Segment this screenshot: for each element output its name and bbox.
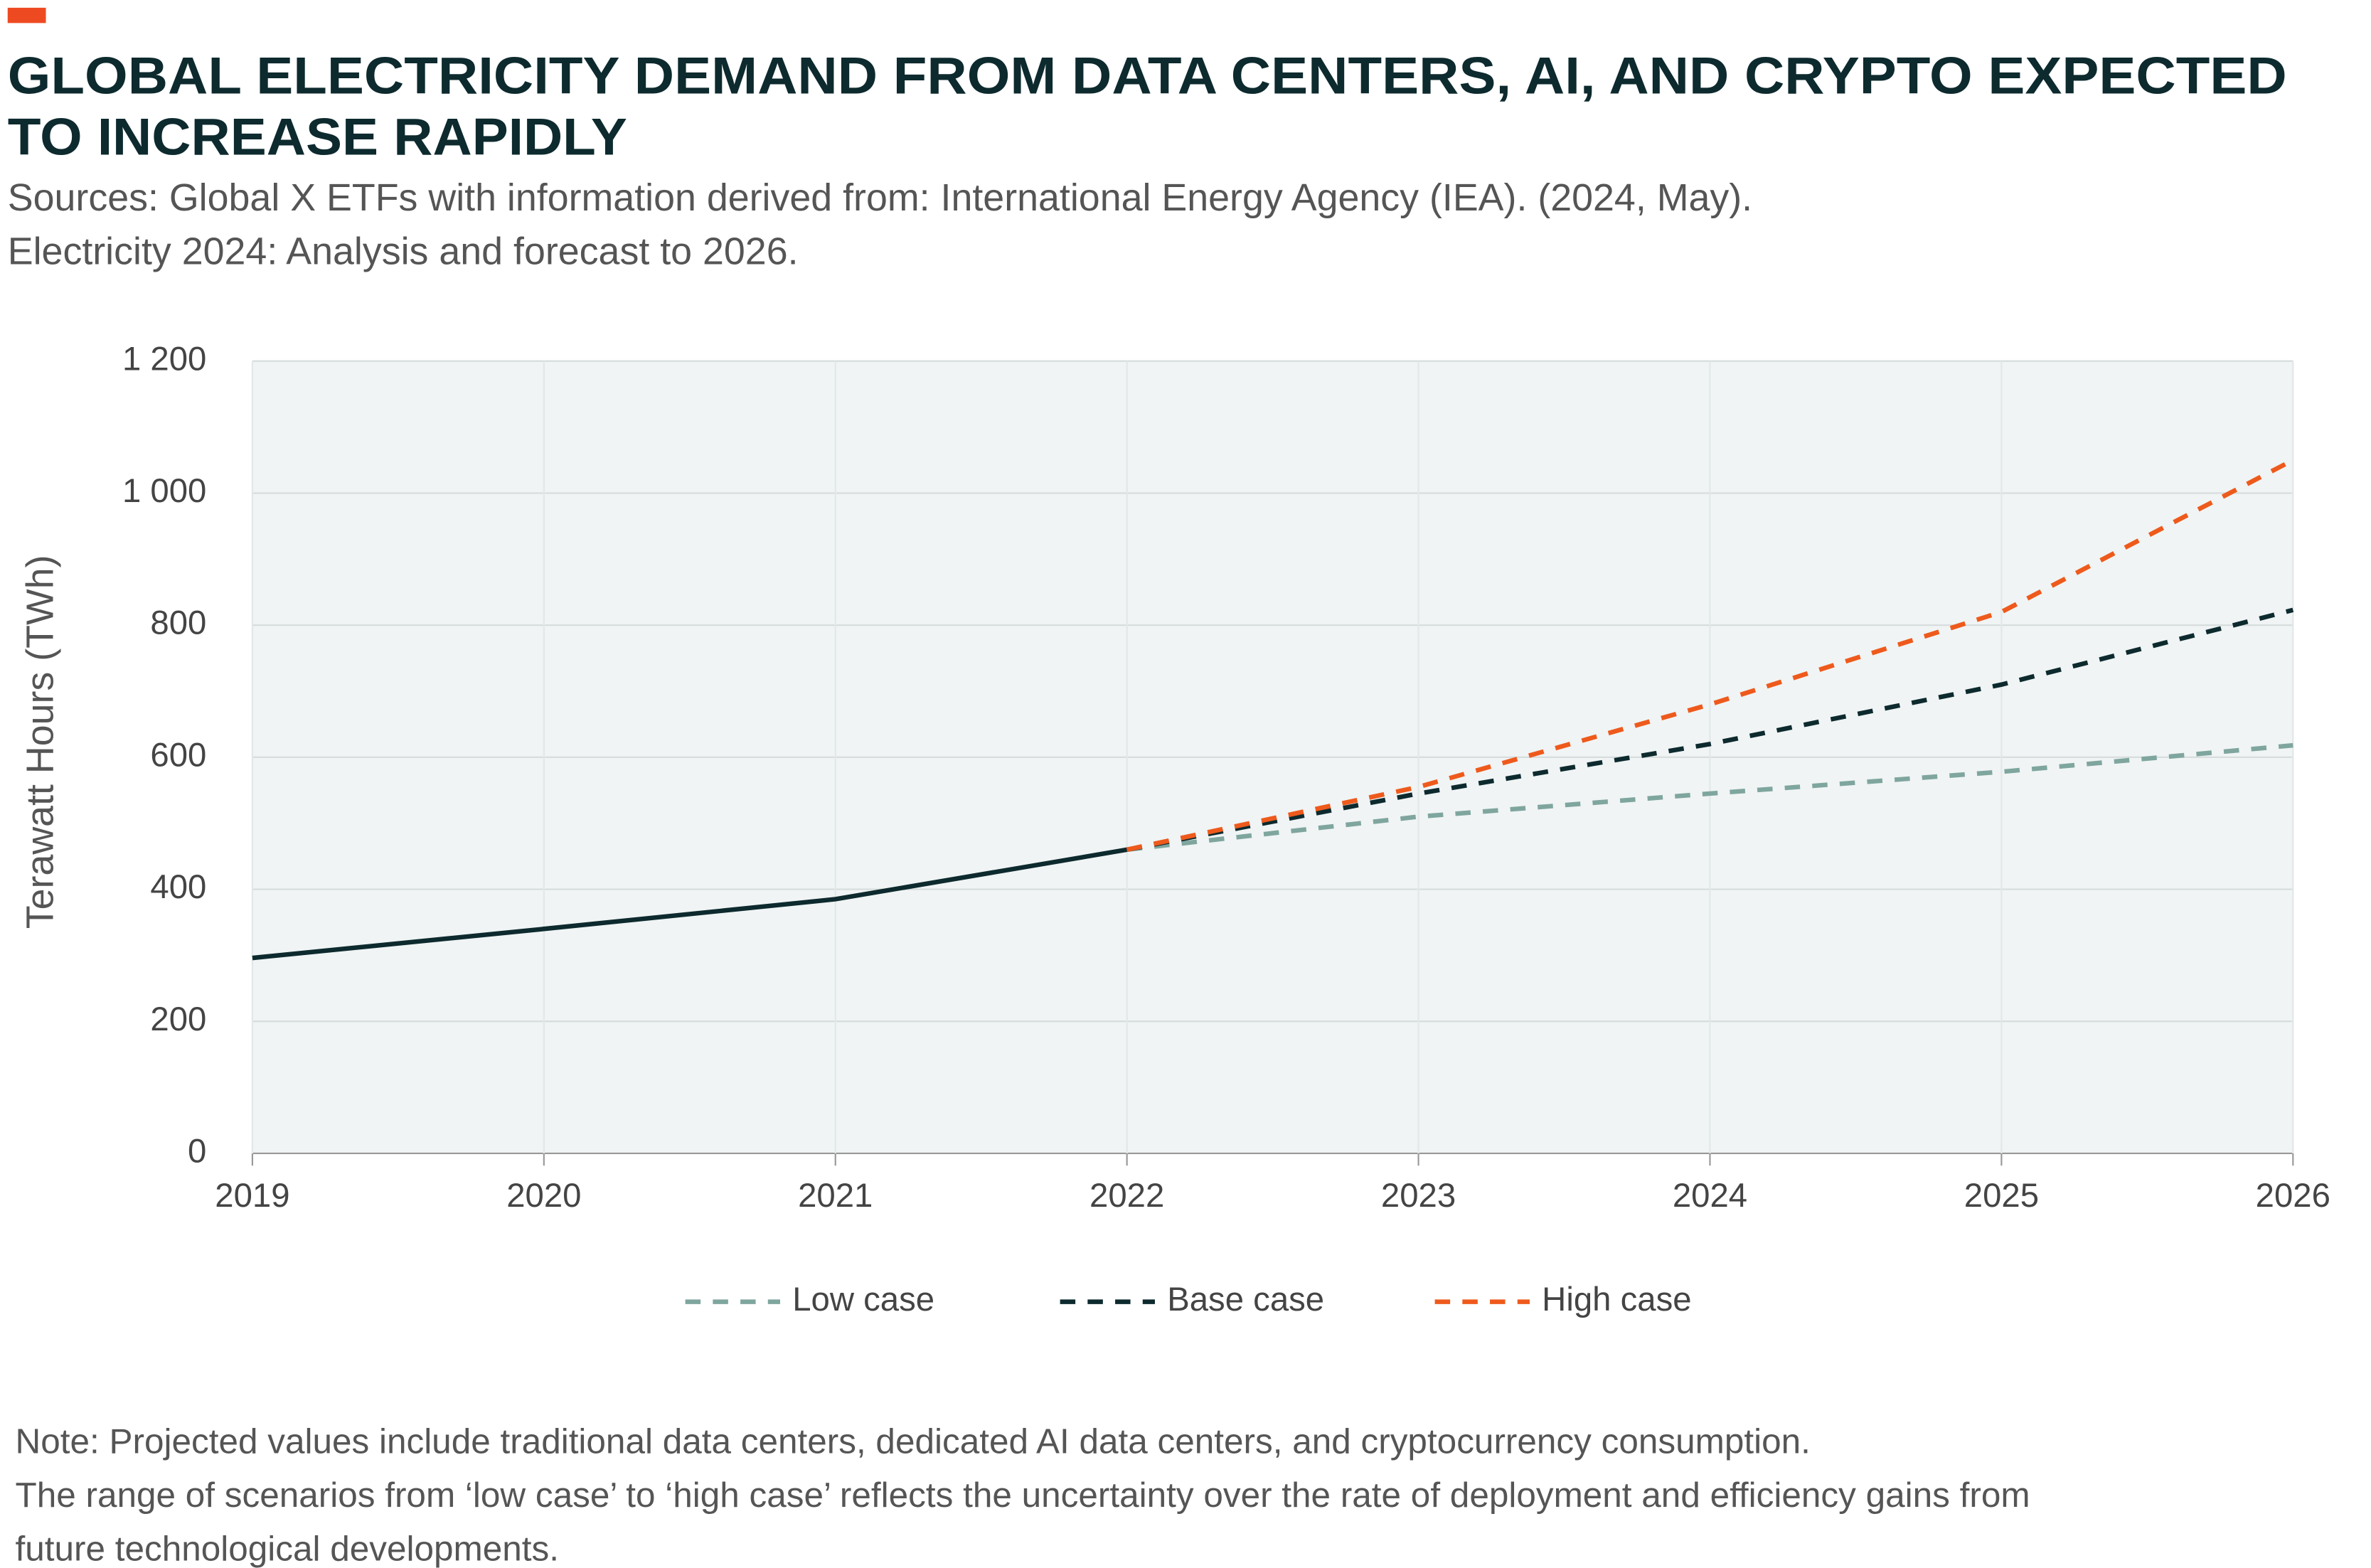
x-tick-label: 2024 xyxy=(1673,1177,1747,1215)
legend-label: Base case xyxy=(1167,1281,1324,1318)
y-tick-label: 600 xyxy=(150,736,206,774)
y-tick-label: 800 xyxy=(150,604,206,642)
y-tick-label: 0 xyxy=(188,1132,206,1170)
legend-label: Low case xyxy=(792,1281,934,1318)
note: future technological developments. xyxy=(16,1529,559,1568)
x-tick-label: 2023 xyxy=(1381,1177,1456,1215)
chart-subtitle: Electricity 2024: Analysis and forecast … xyxy=(8,230,799,272)
series-line xyxy=(1126,458,2294,853)
chart-subtitle: Sources: Global X ETFs with information … xyxy=(8,176,1752,219)
y-tick-label: 1 000 xyxy=(122,472,206,510)
y-tick-label: 400 xyxy=(150,868,206,906)
note: The range of scenarios from ‘low case’ t… xyxy=(16,1476,2030,1515)
x-tick-label: 2021 xyxy=(798,1177,873,1215)
note: Note: Projected values include tradition… xyxy=(16,1422,1811,1461)
series-line xyxy=(1126,607,2294,853)
legend-label: High case xyxy=(1542,1281,1691,1318)
y-axis-label: Terawatt Hours (TWh) xyxy=(18,555,61,929)
y-tick-label: 1 200 xyxy=(122,340,206,378)
x-tick-label: 2026 xyxy=(2256,1177,2330,1215)
series-line xyxy=(252,847,1128,961)
x-tick-label: 2019 xyxy=(215,1177,289,1215)
x-tick-label: 2020 xyxy=(506,1177,581,1215)
chart-title: GLOBAL ELECTRICITY DEMAND FROM DATA CENT… xyxy=(8,47,2287,105)
accent-bar xyxy=(7,7,46,23)
series-line xyxy=(1126,742,2293,853)
x-tick-label: 2022 xyxy=(1089,1177,1164,1215)
x-tick-label: 2025 xyxy=(1964,1177,2039,1215)
y-tick-label: 200 xyxy=(150,1001,206,1038)
chart-title: TO INCREASE RAPIDLY xyxy=(8,108,627,166)
